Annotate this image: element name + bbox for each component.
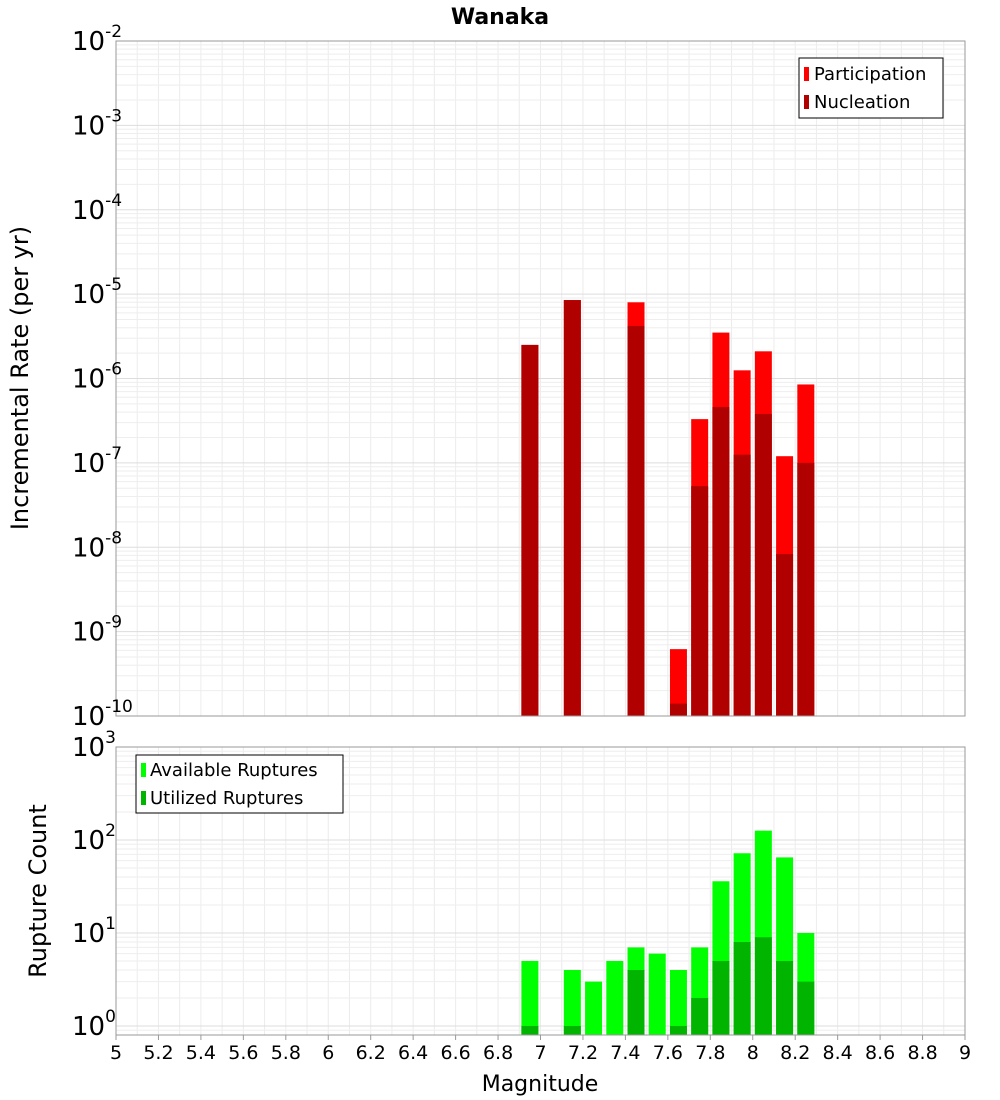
bar-nucleation [691,486,709,716]
x-tick-label: 7.6 [653,1042,683,1064]
y-tick-label: 101 [72,914,116,949]
bar-utilized-ruptures [521,1025,539,1035]
x-tick-label: 8.4 [823,1042,853,1064]
bar-nucleation [733,454,751,716]
legend-swatch-nucleation [804,95,809,109]
x-tick-label: 6.8 [483,1042,513,1064]
bar-participation [669,649,687,716]
x-tick-label: 6.4 [398,1042,428,1064]
legend-swatch-available [141,763,146,777]
bar-available-ruptures [648,953,666,1035]
x-tick-label: 6 [322,1042,334,1064]
count-bars [521,830,815,1035]
y-tick-label: 10-9 [72,613,122,648]
rate-bars [521,300,815,716]
x-tick-label: 5.2 [143,1042,173,1064]
rate-y-axis-label: Incremental Rate (per yr) [6,226,34,530]
bar-utilized-ruptures [733,942,751,1035]
bar-utilized-ruptures [797,981,815,1035]
bar-available-ruptures [669,969,687,1035]
x-tick-label: 8 [747,1042,759,1064]
bar-nucleation [776,554,794,716]
x-tick-label: 6.2 [356,1042,386,1064]
legend-label-participation: Participation [814,64,926,85]
bar-utilized-ruptures [712,960,730,1035]
bar-utilized-ruptures [776,960,794,1035]
bar-available-ruptures [585,981,603,1035]
bar-nucleation [521,344,539,716]
bar-available-ruptures [563,969,581,1035]
bar-nucleation [669,703,687,716]
bar-utilized-ruptures [563,1025,581,1035]
bar-utilized-ruptures [691,997,709,1035]
bar-nucleation [563,300,581,716]
x-tick-label: 5 [110,1042,122,1064]
x-tick-label: 7.2 [568,1042,598,1064]
x-axis-label: Magnitude [482,1072,599,1097]
bar-utilized-ruptures [627,969,645,1035]
x-tick-label: 7.4 [610,1042,640,1064]
y-tick-label: 10-5 [72,275,122,310]
rate-legend-box [798,57,944,119]
x-tick-label: 8.2 [780,1042,810,1064]
x-tick-label: 7.8 [695,1042,725,1064]
x-tick-label: 5.6 [228,1042,258,1064]
x-tick-label: 9 [959,1042,971,1064]
y-tick-label: 100 [72,1007,116,1042]
y-tick-label: 10-3 [72,106,122,141]
bar-nucleation [627,325,645,716]
legend-label-nucleation: Nucleation [814,92,910,113]
bar-available-ruptures [521,960,539,1035]
y-tick-label: 10-2 [72,22,122,57]
x-tick-label: 8.8 [907,1042,937,1064]
rate-gridlines [115,40,966,717]
y-tick-label: 10-6 [72,360,122,395]
bar-nucleation [797,462,815,716]
count-y-axis-label: Rupture Count [24,804,52,978]
count-panel: 103 102 101 100 5 5.2 5.4 5.6 5.8 6 6.2 6.4 6.6 6.8 7… [24,728,971,1097]
y-tick-label: 10-8 [72,528,122,563]
bar-available-ruptures [606,960,624,1035]
chart-title: Wanaka [451,5,549,30]
count-legend-box [135,754,344,814]
rate-legend: Participation Nucleation [798,57,944,119]
y-tick-label: 10-7 [72,444,122,479]
bar-utilized-ruptures [754,937,772,1035]
legend-label-utilized: Utilized Ruptures [150,788,303,809]
rate-plot-border [115,40,966,717]
x-tick-label: 8.6 [865,1042,895,1064]
y-tick-label: 10-4 [72,191,122,226]
y-tick-label: 102 [72,821,116,856]
y-tick-label: 103 [72,728,116,763]
bar-nucleation [754,413,772,716]
legend-swatch-utilized [141,791,146,805]
x-tick-label: 7 [534,1042,546,1064]
x-ticks: 5 5.2 5.4 5.6 5.8 6 6.2 6.4 6.6 6.8 7 7.2 7.4 7.6 7.8 8… [110,1035,971,1064]
x-tick-label: 6.6 [440,1042,470,1064]
count-legend: Available Ruptures Utilized Ruptures [135,754,344,814]
legend-swatch-participation [804,67,809,81]
legend-label-available: Available Ruptures [150,760,318,781]
rate-panel: 10-2 10-3 10-4 10-5 10-6 10-7 10-8 10-9 10-10 In… [6,22,966,732]
y-tick-label: 10-10 [72,697,133,732]
x-tick-label: 5.4 [186,1042,216,1064]
rate-y-ticks: 10-2 10-3 10-4 10-5 10-6 10-7 10-8 10-9 10-10 [72,22,133,732]
count-y-ticks: 103 102 101 100 [72,728,116,1042]
x-tick-label: 5.8 [271,1042,301,1064]
bar-utilized-ruptures [669,1025,687,1035]
bar-nucleation [712,406,730,716]
